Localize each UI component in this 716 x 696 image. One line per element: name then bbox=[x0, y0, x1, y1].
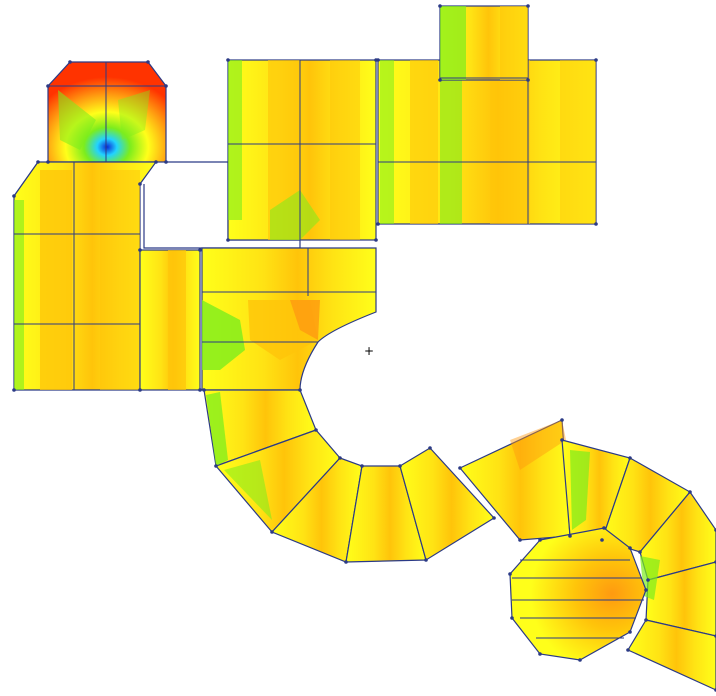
center-marker: + bbox=[364, 344, 374, 358]
mesh-node bbox=[314, 428, 318, 432]
mesh-node bbox=[568, 534, 572, 538]
mesh-node bbox=[628, 456, 632, 460]
mesh-node bbox=[374, 238, 378, 242]
top-tower-block bbox=[439, 5, 529, 81]
mesh-node bbox=[644, 618, 648, 622]
mesh-node bbox=[298, 388, 302, 392]
fan-sector bbox=[645, 561, 716, 637]
mesh-node bbox=[538, 652, 542, 656]
mesh-node bbox=[214, 464, 218, 468]
orange-band bbox=[330, 60, 360, 240]
mesh-node bbox=[560, 418, 564, 422]
green-band bbox=[228, 60, 242, 220]
mesh-node bbox=[376, 222, 380, 226]
orange-band bbox=[490, 60, 530, 224]
mesh-node bbox=[538, 538, 542, 542]
mesh-node bbox=[198, 248, 202, 252]
mesh-node bbox=[638, 550, 642, 554]
green-band bbox=[14, 200, 24, 390]
mesh-node bbox=[376, 58, 380, 62]
mesh-node bbox=[458, 466, 462, 470]
orange-band bbox=[40, 170, 72, 390]
mesh-node bbox=[226, 238, 230, 242]
green-patch bbox=[202, 300, 245, 370]
mesh-node bbox=[602, 526, 606, 530]
mesh-node bbox=[12, 194, 16, 198]
mesh-node bbox=[438, 4, 442, 8]
mesh-node bbox=[46, 160, 50, 164]
mesh-node bbox=[164, 84, 168, 88]
mesh-node bbox=[12, 388, 16, 392]
left-column-block bbox=[13, 161, 200, 391]
mesh-node bbox=[164, 160, 168, 164]
upper-right-block bbox=[377, 59, 597, 225]
mesh-node bbox=[578, 658, 582, 662]
mesh-node bbox=[644, 588, 648, 592]
mesh-node bbox=[398, 464, 402, 468]
orange-band bbox=[100, 170, 140, 390]
green-band bbox=[380, 60, 394, 224]
mesh-node bbox=[424, 558, 428, 562]
mesh-node bbox=[688, 490, 692, 494]
mesh-node bbox=[202, 388, 206, 392]
mesh-node bbox=[146, 60, 150, 64]
right-fan bbox=[459, 419, 716, 691]
mesh-node bbox=[526, 4, 530, 8]
mesh-node bbox=[628, 630, 632, 634]
hub-block bbox=[509, 527, 647, 661]
green-patch bbox=[570, 450, 590, 530]
mesh-node bbox=[438, 78, 442, 82]
mesh-node bbox=[68, 60, 72, 64]
mesh-node bbox=[526, 78, 530, 82]
top-left-hotspot-block bbox=[47, 61, 167, 163]
curved-band bbox=[203, 389, 495, 563]
orange-band bbox=[410, 60, 438, 224]
mesh-node bbox=[138, 248, 142, 252]
mesh-node bbox=[154, 160, 158, 164]
mesh-node bbox=[46, 84, 50, 88]
mesh-node bbox=[344, 560, 348, 564]
green-patch bbox=[206, 392, 228, 466]
mesh-node bbox=[518, 538, 522, 542]
center-block bbox=[201, 247, 377, 391]
mesh-node bbox=[360, 464, 364, 468]
mesh-node bbox=[628, 546, 632, 550]
mesh-node bbox=[428, 446, 432, 450]
orange-band bbox=[168, 250, 186, 390]
mesh-node bbox=[36, 160, 40, 164]
mesh-node bbox=[510, 616, 514, 620]
mesh-node bbox=[626, 648, 630, 652]
orange-band bbox=[500, 6, 528, 80]
mesh-node bbox=[138, 388, 142, 392]
green-patch bbox=[270, 190, 320, 240]
mesh-node bbox=[198, 388, 202, 392]
fan-sector bbox=[510, 420, 566, 470]
mesh-line bbox=[13, 161, 39, 197]
mesh-node bbox=[594, 222, 598, 226]
orange-patch bbox=[290, 300, 320, 340]
mesh-node bbox=[508, 572, 512, 576]
fan-sector bbox=[627, 619, 716, 691]
mesh-node bbox=[226, 58, 230, 62]
mesh-node bbox=[600, 538, 604, 542]
mesh-node bbox=[560, 438, 564, 442]
green-patch bbox=[224, 460, 272, 520]
mesh-node bbox=[646, 578, 650, 582]
green-band bbox=[440, 60, 462, 224]
green-band bbox=[440, 6, 466, 80]
mesh-node bbox=[138, 182, 142, 186]
lower-left-small-block bbox=[139, 249, 201, 391]
upper-center-block bbox=[227, 59, 377, 241]
hub-panel bbox=[509, 527, 647, 661]
mesh-node bbox=[338, 456, 342, 460]
hotspot-green-patch bbox=[118, 90, 150, 140]
mesh-node bbox=[594, 58, 598, 62]
mesh-node bbox=[270, 530, 274, 534]
hotspot-green-patch bbox=[58, 90, 96, 150]
orange-band bbox=[560, 60, 596, 224]
mesh-node bbox=[492, 516, 496, 520]
